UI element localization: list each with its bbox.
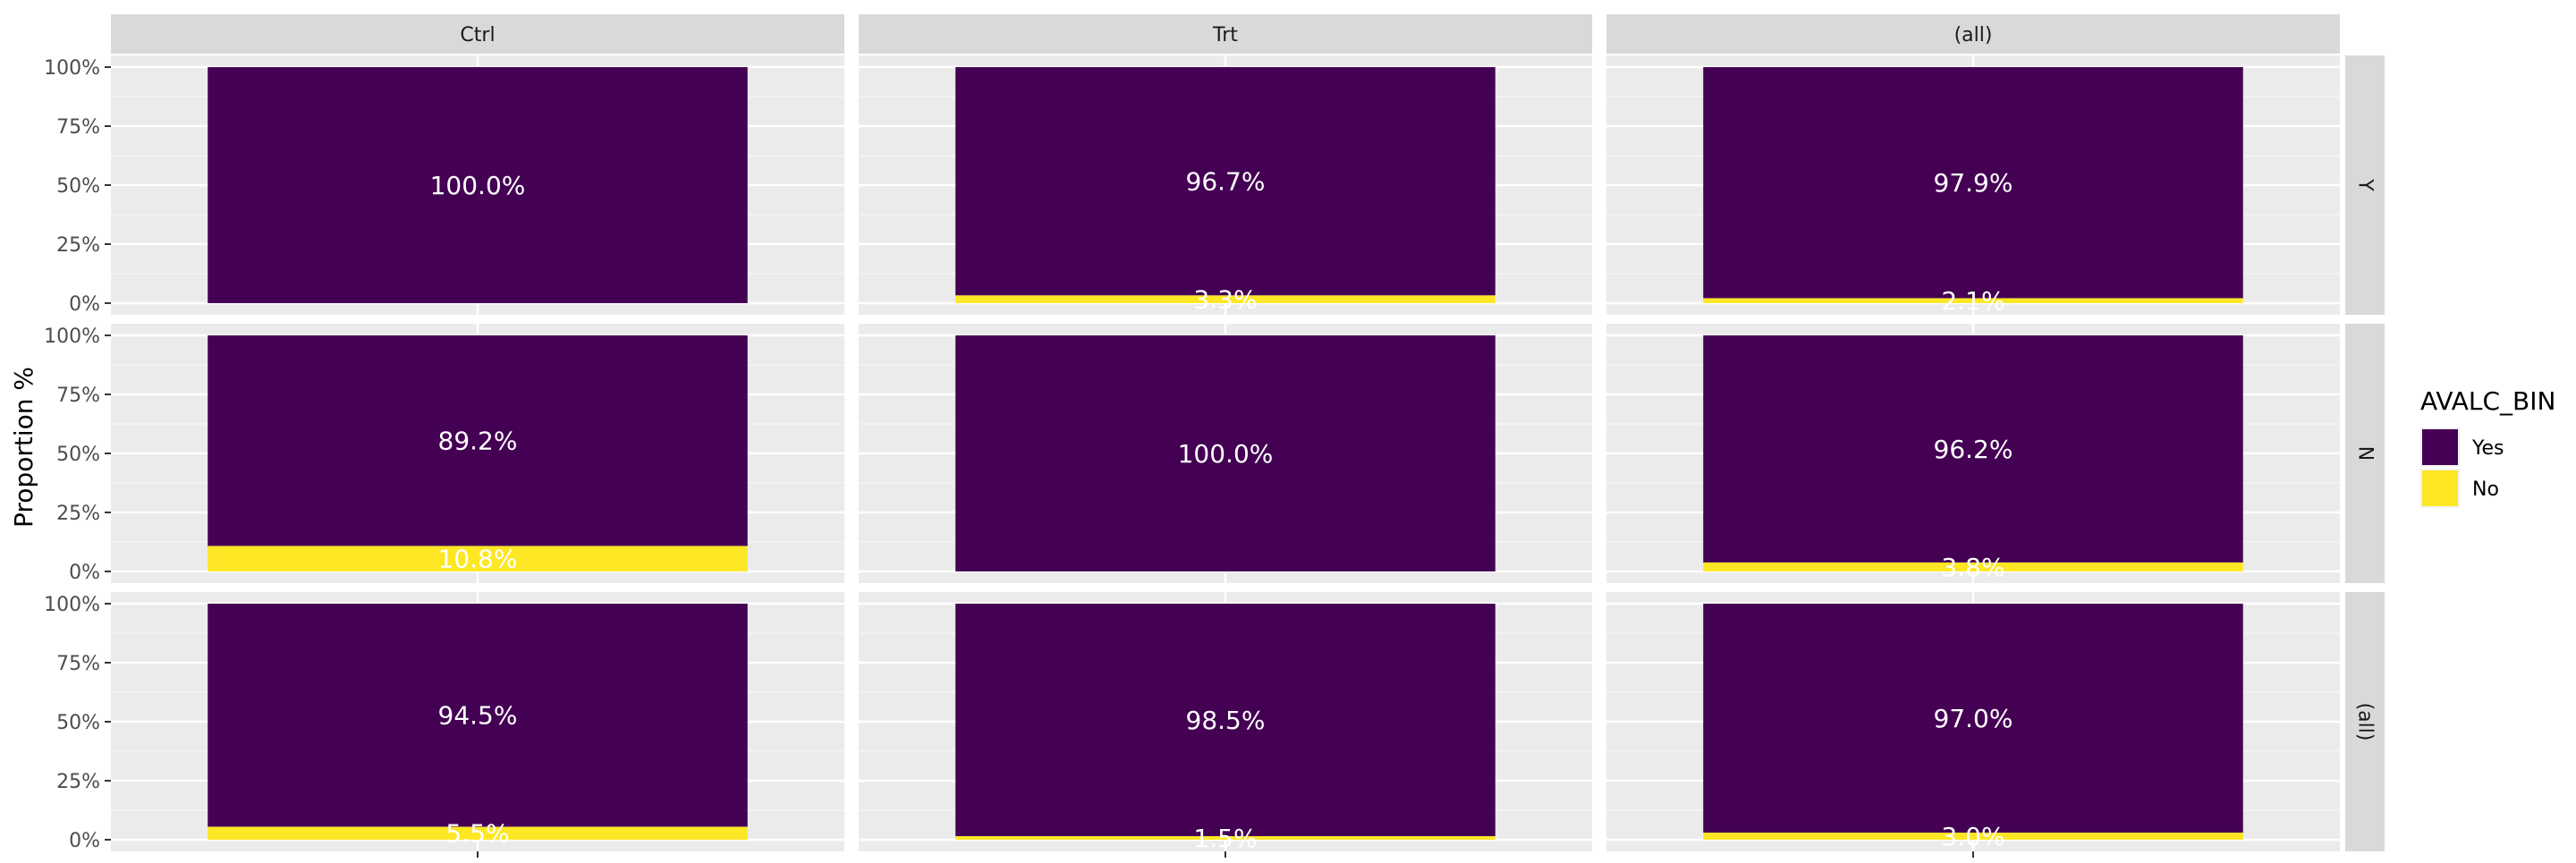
strip-background — [2345, 55, 2385, 315]
column-strip-label: (all) — [1954, 24, 1993, 47]
bar-label-yes: 100.0% — [430, 171, 526, 200]
panel-1-2: 96.2% 3.8% — [1606, 324, 2340, 583]
y-tick-label: 25% — [56, 234, 100, 257]
bar-segment-yes — [955, 604, 1496, 836]
bar-label-no: 3.3% — [1193, 285, 1257, 315]
bar-label-no: 10.8% — [438, 545, 518, 574]
y-tick-label: 75% — [56, 385, 100, 407]
y-tick-label: 50% — [56, 175, 100, 198]
bar-segment-no — [955, 835, 1496, 840]
strip-background — [859, 14, 1592, 54]
panel-0-0: 100.0% — [111, 55, 844, 315]
y-tick-label: 0% — [69, 562, 100, 584]
column-strip-1: Trt — [859, 14, 1592, 54]
bar-segment-no — [208, 826, 748, 840]
column-strip-2: (all) — [1606, 14, 2340, 54]
bar-label-yes: 94.5% — [438, 701, 518, 731]
bar-label-no: 1.5% — [1193, 824, 1257, 853]
bar-label-no: 2.1% — [1941, 286, 2004, 316]
bar-label-yes: 89.2% — [438, 427, 518, 456]
bar-label-yes: 96.7% — [1186, 167, 1266, 197]
y-tick-label: 25% — [56, 771, 100, 793]
legend-item-yes: Yes — [2420, 427, 2504, 467]
bar-label-yes: 96.2% — [1934, 435, 2013, 464]
bar-segment-yes — [955, 67, 1496, 296]
row-strip-label: N — [2354, 446, 2377, 461]
legend-key-swatch — [2422, 470, 2458, 506]
bar-segment-no — [208, 546, 748, 571]
strips-layer: Y N (all) Ctrl Trt (all) — [111, 14, 2385, 851]
panel-2-0: 94.5% 5.5% — [111, 592, 844, 851]
y-tick-label: 0% — [69, 830, 100, 852]
y-tick-label: 75% — [56, 116, 100, 139]
bar-label-yes: 98.5% — [1186, 706, 1266, 735]
y-tick-label: 0% — [69, 293, 100, 316]
bar-segment-yes — [955, 335, 1496, 571]
y-tick-label: 100% — [44, 57, 100, 80]
panel-0-1: 96.7% 3.3% — [859, 55, 1592, 315]
panel-1-1: 100.0% — [859, 324, 1592, 583]
row-strip-1: N — [2345, 324, 2385, 583]
legend-key-swatch — [2422, 429, 2458, 465]
y-tick-label: 25% — [56, 503, 100, 525]
y-tick-label: 50% — [56, 444, 100, 466]
y-tick-label: 100% — [44, 326, 100, 348]
y-tick-label: 75% — [56, 653, 100, 675]
bar-segment-no — [955, 295, 1496, 303]
column-strip-label: Ctrl — [460, 24, 495, 47]
bar-segment-no — [1703, 833, 2243, 840]
bar-segment-no — [1703, 562, 2243, 571]
bar-label-yes: 97.9% — [1934, 168, 2013, 198]
row-strip-label: Y — [2354, 178, 2377, 191]
legend-item-no: No — [2420, 469, 2499, 508]
axes-layer: 0% 25% 50% 75% 100% 0% 25% 50% 75% 100% 0% 25% 50% 75… — [44, 57, 1974, 858]
panel-0-2: 97.9% 2.1% — [1606, 55, 2340, 316]
row-strip-0: Y — [2345, 55, 2385, 315]
bar-label-yes: 100.0% — [1178, 439, 1274, 469]
panel-2-2: 97.0% 3.0% — [1606, 592, 2340, 851]
bar-segment-yes — [208, 67, 748, 303]
y-axis-title: Proportion % — [9, 367, 38, 528]
y-tick-label: 100% — [44, 594, 100, 616]
bar-segment-no — [1703, 298, 2243, 303]
bar-segment-yes — [1703, 335, 2243, 563]
bar-label-no: 5.5% — [445, 819, 509, 849]
strip-background — [1606, 14, 2340, 54]
column-strip-label: Trt — [1212, 24, 1238, 47]
strip-background — [2345, 324, 2385, 583]
legend-label: No — [2472, 478, 2499, 501]
legend: AVALC_BIN Yes No — [2420, 386, 2555, 508]
bar-segment-yes — [208, 604, 748, 827]
bar-segment-yes — [1703, 604, 2243, 833]
bar-segment-yes — [1703, 67, 2243, 299]
panels-layer: 100.0% 96.7% 3.3% 97.9% 2.1% 89.2% 10.8% 100.0%… — [111, 55, 2340, 853]
row-strip-label: (all) — [2354, 703, 2377, 741]
panel-2-1: 98.5% 1.5% — [859, 592, 1592, 853]
y-tick-label: 50% — [56, 712, 100, 734]
panel-1-0: 89.2% 10.8% — [111, 324, 844, 583]
bar-label-no: 3.0% — [1941, 822, 2004, 851]
bar-segment-yes — [208, 335, 748, 546]
bar-label-yes: 97.0% — [1934, 704, 2013, 733]
legend-title: AVALC_BIN — [2420, 386, 2555, 416]
bar-label-no: 3.8% — [1941, 553, 2004, 582]
strip-background — [2345, 592, 2385, 851]
legend-label: Yes — [2471, 437, 2504, 460]
row-strip-2: (all) — [2345, 592, 2385, 851]
strip-background — [111, 14, 844, 54]
column-strip-0: Ctrl — [111, 14, 844, 54]
